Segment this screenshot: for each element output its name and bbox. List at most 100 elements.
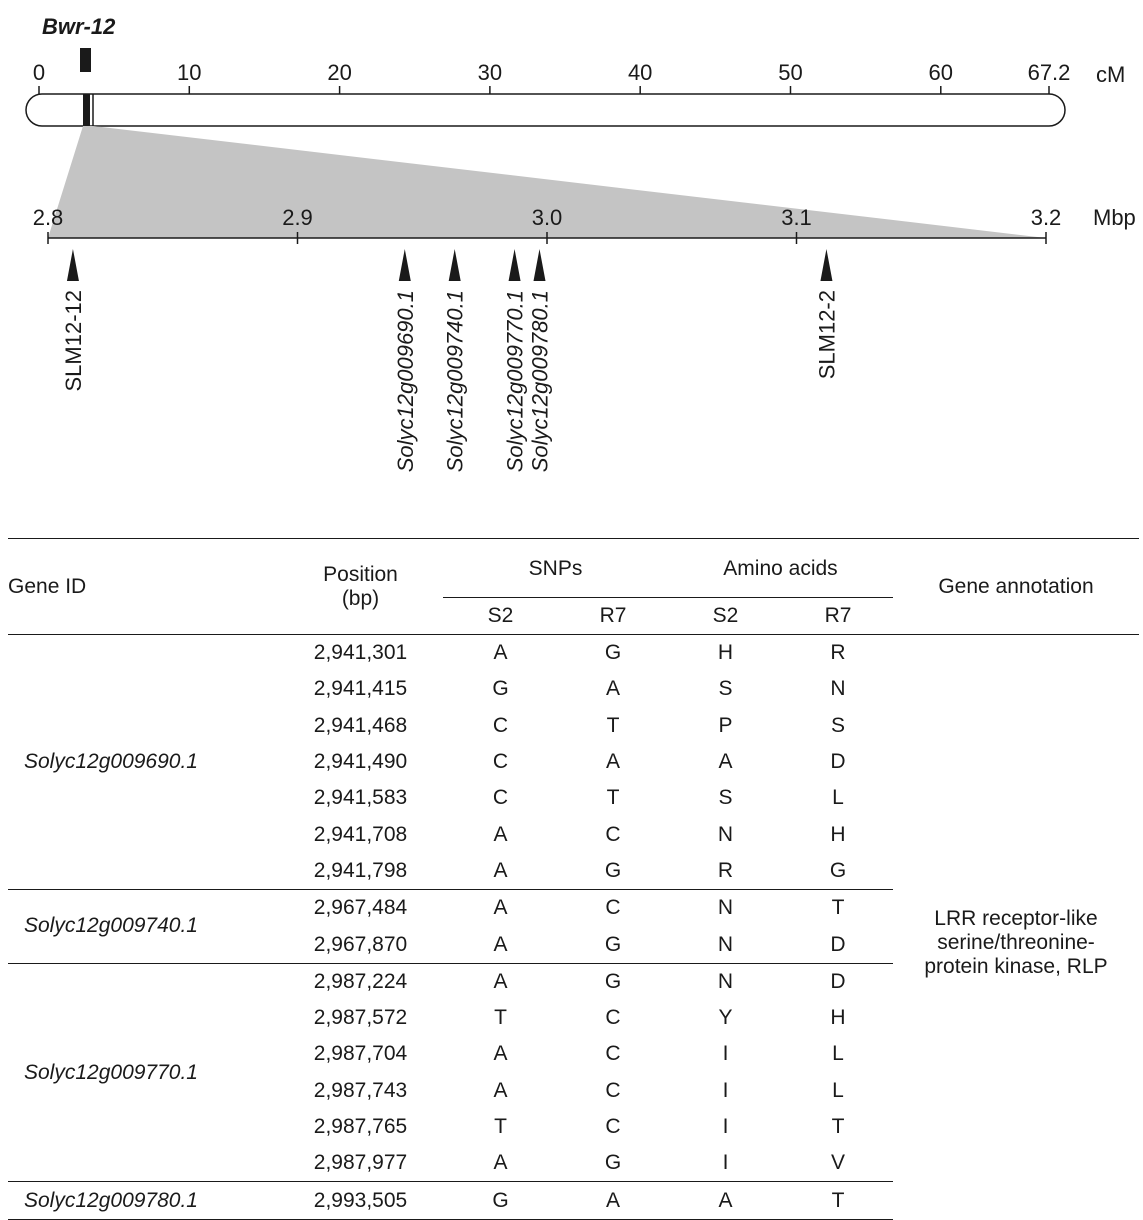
aa-r7-cell: T <box>783 1181 893 1220</box>
mbp-tick-label: 3.0 <box>532 205 563 230</box>
snp-r7-cell: G <box>604 932 622 956</box>
snp-r7-cell: A <box>558 1181 668 1220</box>
marker-label: SLM12-12 <box>61 290 86 392</box>
snp-r7-cell: A <box>605 750 620 774</box>
cm-tick-label: 10 <box>177 60 201 85</box>
snp-s2-cell: A <box>493 932 508 956</box>
header-amino-acids: Amino acids <box>668 538 893 598</box>
aa-s2-cell: H <box>717 641 734 665</box>
mbp-tick-label: 3.2 <box>1031 205 1062 230</box>
snp-table: Gene ID Position (bp) SNPs Amino acids Ge… <box>8 538 1139 1220</box>
mbp-tick-label: 2.9 <box>282 205 313 230</box>
aa-s2-cell: Y <box>718 1006 733 1030</box>
genetic-map-figure: Bwr-12 0 10 20 30 40 50 60 67.2 cM 2.8 2.9 3.0 3.1… <box>25 14 1136 472</box>
snp-s2-cell: C <box>492 750 509 774</box>
aa-r7-cell: L <box>832 786 844 810</box>
aa-r7-cell: S <box>830 713 845 737</box>
position-cell: 2,987,765 <box>313 1115 408 1138</box>
aa-s2-cell: N <box>717 822 734 846</box>
snp-r7-cell: C <box>605 822 621 846</box>
aa-r7-cell: V <box>830 1151 845 1175</box>
position-cell: 2,941,708 <box>313 822 408 846</box>
cm-tick-label: 67.2 <box>1028 60 1071 85</box>
zoom-region <box>48 126 1046 238</box>
cm-tick-label: 0 <box>33 60 45 85</box>
marker-arrow <box>820 249 833 281</box>
position-cell: 2,941,301 <box>313 641 408 665</box>
position-cell: 2,987,704 <box>313 1042 408 1066</box>
aa-r7-cell: L <box>832 1042 844 1066</box>
position-cell: 2,967,484 <box>278 889 443 927</box>
header-snp-r7: R7 <box>558 597 668 635</box>
snp-r7-cell: G <box>604 641 622 665</box>
table-row: 2,941,468 C T P S <box>8 708 1139 744</box>
locus-label: Bwr-12 <box>42 14 116 39</box>
marker-label: Solyc12g009780.1 <box>528 290 553 472</box>
cm-tick-label: 40 <box>628 60 652 85</box>
snp-s2-cell: A <box>493 641 508 665</box>
cm-tick-label: 60 <box>929 60 953 85</box>
gene-id-cell: Solyc12g009690.1 <box>24 750 198 774</box>
snp-s2-cell: A <box>493 822 508 846</box>
snp-r7-cell: C <box>605 1115 621 1138</box>
cm-axis: 0 10 20 30 40 50 60 67.2 <box>33 60 1071 94</box>
table-row: Solyc12g009770.1 2,987,224 A G N D <box>8 962 1139 1182</box>
aa-s2-cell: S <box>718 677 733 701</box>
marker-label: Solyc12g009690.1 <box>393 290 418 472</box>
aa-r7-cell: N <box>830 677 846 701</box>
snp-s2-cell: A <box>493 1042 508 1066</box>
position-cell: 2,941,490 <box>313 750 408 774</box>
snp-r7-cell: C <box>605 1006 621 1030</box>
table-row: 2,987,765 T C I T <box>8 1109 1139 1145</box>
aa-r7-cell: H <box>830 822 846 846</box>
position-cell: 2,987,572 <box>313 1006 408 1030</box>
aa-r7-cell: D <box>783 962 893 1000</box>
gene-annotation-cell: LRR receptor-like serine/threonine-prote… <box>924 907 1108 979</box>
header-snp-s2: S2 <box>443 597 558 635</box>
chromosome-outline <box>25 93 1066 127</box>
position-cell: 2,941,798 <box>313 858 408 882</box>
marker-arrow <box>508 249 521 281</box>
snp-r7-cell: G <box>604 1151 622 1175</box>
table-row: 2,941,798 A G R G <box>8 853 1139 890</box>
aa-s2-cell: N <box>717 932 734 956</box>
aa-s2-cell: N <box>668 962 783 1000</box>
aa-s2-cell: S <box>718 786 733 810</box>
position-cell: 2,967,870 <box>313 932 408 956</box>
position-cell: 2,941,583 <box>313 786 408 810</box>
snp-r7-cell: G <box>604 858 622 882</box>
aa-s2-cell: P <box>718 713 733 737</box>
aa-r7-cell: D <box>830 932 846 956</box>
mbp-tick-label: 2.8 <box>33 205 64 230</box>
mbp-unit-label: Mbp <box>1093 205 1136 230</box>
snp-r7-cell: C <box>605 1078 621 1102</box>
marker-label: SLM12-2 <box>814 290 839 379</box>
aa-s2-cell: I <box>722 1078 729 1102</box>
table-row: 2,987,743 A C I L <box>8 1073 1139 1109</box>
position-cell: 2,987,224 <box>278 962 443 1000</box>
snp-r7-cell: T <box>606 786 620 810</box>
aa-r7-cell: T <box>831 1115 845 1138</box>
snp-s2-cell: T <box>494 1006 507 1030</box>
position-cell: 2,987,743 <box>313 1078 408 1102</box>
mbp-axis: 2.8 2.9 3.0 3.1 3.2 <box>33 205 1062 244</box>
table-row: 2,941,708 A C N H <box>8 816 1139 852</box>
table-row: 2,987,572 T C Y H <box>8 1000 1139 1036</box>
marker-arrow <box>448 249 461 281</box>
snp-s2-cell: A <box>493 1078 508 1102</box>
marker-arrow <box>533 249 546 281</box>
cm-unit-label: cM <box>1096 62 1125 87</box>
table-row: 2,941,490 C A A D <box>8 744 1139 780</box>
aa-r7-cell: R <box>830 641 846 665</box>
aa-r7-cell: H <box>830 1006 846 1030</box>
gene-id-cell: Solyc12g009740.1 <box>8 889 278 964</box>
position-cell: 2,993,505 <box>278 1181 443 1220</box>
aa-s2-cell: A <box>718 750 733 774</box>
snp-r7-cell: A <box>605 677 620 701</box>
chromosome-locus-band <box>83 94 90 126</box>
table-row: 2,987,977 A G I V <box>8 1145 1139 1182</box>
header-gene-annotation: Gene annotation <box>893 538 1139 635</box>
aa-s2-cell: N <box>668 889 783 927</box>
aa-r7-cell: T <box>783 889 893 927</box>
table-row: Solyc12g009740.1 2,967,484 A C N T <box>8 889 1139 964</box>
